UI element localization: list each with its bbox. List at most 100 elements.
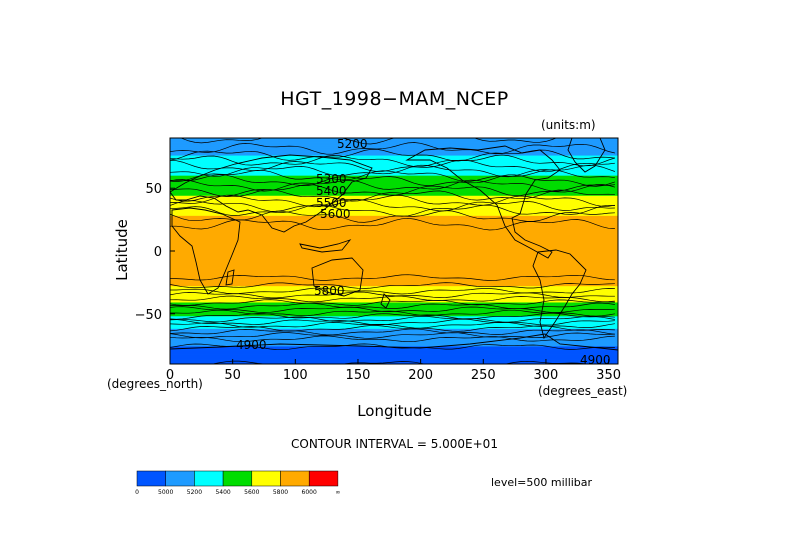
height-band (170, 165, 618, 168)
height-band (170, 156, 618, 159)
contour-line (170, 306, 615, 313)
height-band (170, 173, 618, 176)
height-band (170, 210, 618, 213)
height-band (170, 262, 618, 265)
height-band (170, 341, 618, 344)
contour-label: 5600 (320, 207, 351, 221)
height-band (170, 238, 618, 241)
height-band (170, 146, 618, 149)
height-band (170, 200, 618, 203)
coastlines (170, 138, 618, 351)
height-band (170, 343, 618, 346)
height-band (170, 356, 618, 359)
height-band (170, 161, 618, 164)
height-band (170, 209, 618, 212)
height-band (170, 296, 618, 299)
height-band (170, 169, 618, 172)
height-band (170, 298, 618, 301)
height-band (170, 234, 618, 237)
height-band (170, 348, 618, 351)
colorbar-label: 5000 (158, 489, 173, 496)
height-band (170, 279, 618, 282)
colorbar-label: 5800 (273, 489, 288, 496)
height-band (170, 352, 618, 355)
height-band (170, 186, 618, 189)
height-band (170, 164, 618, 167)
height-band (170, 212, 618, 214)
height-band (170, 331, 618, 334)
contour-line (170, 291, 615, 299)
contour-label: 4900 (236, 338, 267, 352)
height-band (170, 198, 618, 201)
height-band (170, 159, 618, 162)
height-band (170, 252, 618, 255)
contour-line (170, 217, 615, 231)
height-band (170, 281, 618, 283)
height-band (170, 347, 618, 350)
height-band (170, 266, 618, 268)
height-band (170, 312, 618, 315)
height-band (170, 337, 618, 340)
height-band (170, 144, 618, 147)
height-band (170, 143, 618, 145)
contour-line (170, 154, 616, 168)
contour-line (170, 302, 615, 310)
colorbar-swatch (222, 470, 253, 487)
contour-line (170, 194, 615, 208)
height-band (170, 315, 618, 317)
contour-line (170, 287, 615, 295)
height-band (170, 247, 618, 250)
height-band (170, 244, 618, 247)
height-band (170, 263, 618, 266)
height-band (170, 317, 618, 320)
height-band (170, 222, 618, 224)
height-band (170, 358, 618, 361)
contour-label: 5500 (316, 196, 347, 210)
height-band (170, 264, 618, 267)
contour-line (170, 299, 615, 306)
contour-line (208, 360, 590, 364)
x-tick-label: 250 (471, 368, 496, 383)
height-band (170, 248, 618, 251)
height-band (170, 205, 618, 208)
height-band (170, 185, 618, 188)
colorbar-swatch (136, 470, 166, 487)
height-band (170, 273, 618, 276)
contour-line (170, 282, 615, 289)
height-band (170, 362, 618, 364)
height-band (170, 353, 618, 356)
height-band (170, 258, 618, 261)
height-band (170, 233, 618, 236)
height-band (170, 193, 618, 196)
height-band (170, 278, 618, 281)
height-band (170, 154, 618, 157)
height-band (170, 277, 618, 280)
height-band (170, 220, 618, 223)
height-band (170, 230, 618, 233)
colorbar-label: 0 (135, 489, 139, 496)
height-band (170, 336, 618, 339)
height-band (170, 138, 618, 140)
contour-lines (170, 138, 616, 364)
contour-interval: CONTOUR INTERVAL = 5.000E+01 (291, 437, 498, 451)
y-tick-label: 50 (145, 182, 162, 197)
height-band (170, 204, 618, 207)
x-tick-label: 100 (283, 368, 308, 383)
height-band (170, 141, 618, 144)
height-band (170, 175, 618, 178)
height-band (170, 360, 618, 363)
height-band (170, 259, 618, 262)
height-band (170, 283, 618, 286)
x-axis-label: Longitude (357, 402, 432, 420)
height-band (170, 202, 618, 204)
height-band (170, 183, 618, 186)
height-band (170, 178, 618, 181)
contour-line (170, 184, 615, 197)
height-band (170, 215, 618, 218)
contour-line (170, 312, 615, 320)
x-axis: 0 50 100 150 200 250 300 350 (166, 359, 621, 383)
colorbar-swatch (308, 470, 339, 487)
x-tick-label: 200 (408, 368, 433, 383)
height-band (170, 208, 618, 211)
height-band (170, 325, 618, 327)
